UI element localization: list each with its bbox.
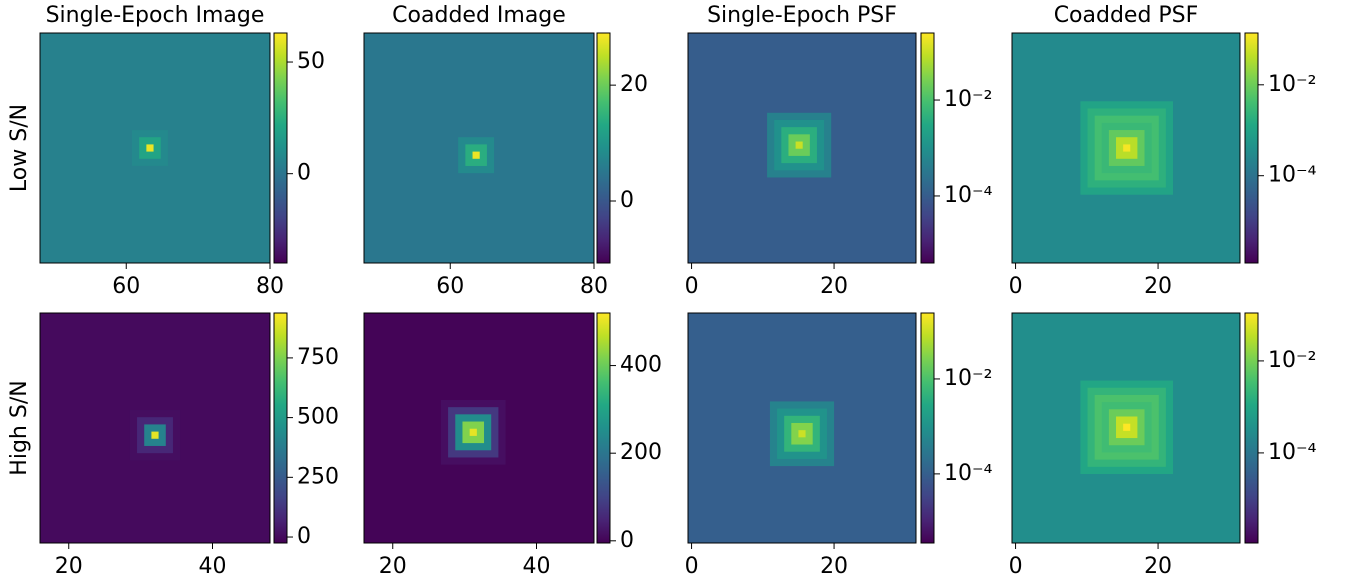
colorbar <box>1244 312 1259 544</box>
colorbar-tick-label: 10⁻⁴ <box>944 183 993 208</box>
image <box>364 33 594 263</box>
psf-ring <box>795 141 803 149</box>
x-tick-label: 80 <box>256 274 284 299</box>
colorbar-tick-label: 10⁻⁴ <box>1268 440 1317 465</box>
panel-title: Single-Epoch Image <box>46 3 265 28</box>
colorbar-tick-label: 0 <box>620 188 634 213</box>
x-tick-label: 80 <box>580 274 608 299</box>
x-tick-label: 0 <box>1009 554 1023 579</box>
colorbar-tick-label: 10⁻⁴ <box>1268 163 1317 188</box>
x-tick-label: 0 <box>1009 274 1023 299</box>
colorbar-tick-label: 200 <box>620 440 662 465</box>
image <box>40 313 270 543</box>
colorbar <box>596 312 611 544</box>
panel-title: Single-Epoch PSF <box>707 3 897 28</box>
colorbar-tick-label: 10⁻² <box>1268 72 1316 97</box>
x-tick-label: 0 <box>685 554 699 579</box>
colorbar-tick-label: 20 <box>620 72 648 97</box>
colorbar-tick-label: 50 <box>297 49 325 74</box>
psf-ring <box>146 144 154 152</box>
colorbar-tick-label: 10⁻² <box>944 366 992 391</box>
colorbar-tick-label: 750 <box>297 345 339 370</box>
axes-frame <box>1011 32 1241 264</box>
colorbar <box>920 32 935 264</box>
psf-ring <box>798 430 806 438</box>
x-tick-label: 0 <box>685 274 699 299</box>
colorbar-tick-label: 10⁻² <box>944 87 992 112</box>
colorbar <box>1244 32 1259 264</box>
row-label: High S/N <box>7 380 32 475</box>
colorbar-tick-label: 250 <box>297 464 339 489</box>
image <box>40 33 270 263</box>
image <box>1012 313 1240 543</box>
psf-ring <box>472 151 480 159</box>
x-tick-label: 60 <box>436 274 464 299</box>
x-tick-label: 20 <box>820 274 848 299</box>
colorbar <box>273 312 288 544</box>
colorbar <box>920 312 935 544</box>
x-tick-label: 20 <box>820 554 848 579</box>
colorbar <box>596 32 611 264</box>
axes-frame <box>39 312 271 544</box>
colorbar-tick-label: 500 <box>297 405 339 430</box>
axes-frame <box>1011 312 1241 544</box>
x-tick-label: 60 <box>112 274 140 299</box>
axes-frame <box>687 312 917 544</box>
axes-frame <box>39 32 271 264</box>
colorbar-tick-label: 10⁻² <box>1268 348 1316 373</box>
x-tick-label: 20 <box>55 554 83 579</box>
colorbar-tick-label: 400 <box>620 353 662 378</box>
panel-title: Coadded Image <box>392 3 566 28</box>
image <box>688 33 916 263</box>
x-tick-label: 40 <box>523 554 551 579</box>
colorbar-tick-label: 0 <box>297 524 311 549</box>
psf-ring <box>1123 144 1131 152</box>
colorbar <box>273 32 288 264</box>
psf-ring <box>1123 423 1131 431</box>
image <box>688 313 916 543</box>
row-label: Low S/N <box>7 104 32 192</box>
axes-frame <box>363 32 595 264</box>
panel-title: Coadded PSF <box>1054 3 1199 28</box>
x-tick-label: 20 <box>1144 274 1172 299</box>
psf-ring <box>469 428 477 436</box>
x-tick-label: 40 <box>199 554 227 579</box>
colorbar-tick-label: 10⁻⁴ <box>944 461 993 486</box>
axes-frame <box>363 312 595 544</box>
x-tick-label: 20 <box>1144 554 1172 579</box>
axes-frame <box>687 32 917 264</box>
image <box>364 313 594 543</box>
colorbar-tick-label: 0 <box>620 528 634 553</box>
image <box>1012 33 1240 263</box>
psf-ring <box>151 431 159 439</box>
colorbar-tick-label: 0 <box>297 161 311 186</box>
x-tick-label: 20 <box>379 554 407 579</box>
